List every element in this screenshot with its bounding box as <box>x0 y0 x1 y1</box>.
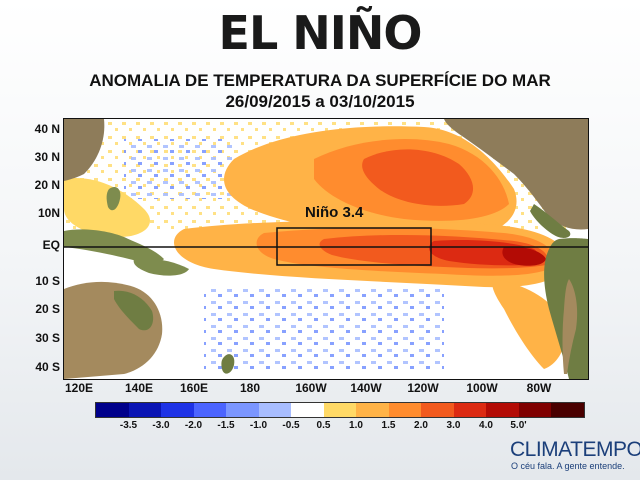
scale-swatch <box>258 403 291 417</box>
land-indonesia <box>64 229 164 263</box>
lat-label: 40 S <box>35 360 60 374</box>
lon-label: 140E <box>124 381 154 395</box>
scale-label: 5.0' <box>510 420 527 431</box>
scale-label: -2.0 <box>184 420 203 431</box>
color-scale-bar <box>95 402 585 418</box>
scale-label: -1.5 <box>217 420 235 431</box>
lat-label: 10N <box>37 206 60 220</box>
map-subtitle: ANOMALIA DE TEMPERATURA DA SUPERFÍCIE DO… <box>89 71 551 90</box>
land-philippines <box>106 187 121 211</box>
lon-label: 140W <box>350 381 382 395</box>
brand-slogan: O céu fala. A gente entende. <box>511 461 625 471</box>
lat-label: 20 S <box>35 302 60 316</box>
scale-swatch <box>128 403 161 417</box>
scale-swatch <box>421 403 454 417</box>
scale-swatch <box>291 403 324 417</box>
land-australia <box>64 281 163 379</box>
land-andes <box>562 279 578 374</box>
scale-swatch <box>356 403 389 417</box>
scale-label: -3.5 <box>119 420 138 431</box>
scale-label: -0.5 <box>282 420 300 431</box>
scale-swatch <box>161 403 194 417</box>
sst-anomaly-map <box>63 118 589 380</box>
scale-swatch <box>453 403 486 417</box>
scale-swatch <box>193 403 226 417</box>
page-title: EL NIÑO <box>218 6 423 60</box>
scale-label: 3.0 <box>446 420 461 431</box>
scale-swatch <box>518 403 551 417</box>
nino-3-4-label: Niño 3.4 <box>305 204 364 221</box>
warm-anomaly-northeast-core <box>362 149 474 206</box>
lon-label: 80W <box>526 381 552 395</box>
lat-label: 30 S <box>35 331 60 345</box>
warm-anomaly-southeast <box>492 279 566 369</box>
scale-swatch <box>486 403 519 417</box>
warm-anomaly-coastal-peak <box>502 246 546 266</box>
speckle-cool-south <box>204 289 444 369</box>
date-range: 26/09/2015 a 03/10/2015 <box>225 92 415 111</box>
speckle-cool-west <box>124 139 234 199</box>
lat-label: EQ <box>42 238 60 252</box>
scale-swatch <box>226 403 259 417</box>
scale-label: 2.0 <box>414 420 428 431</box>
brand-logo: CLIMATEMPO <box>510 438 640 461</box>
lon-label: 160E <box>179 381 209 395</box>
scale-label: 1.5 <box>381 420 396 431</box>
land-new-zealand <box>221 354 235 374</box>
land-north-america <box>444 119 588 230</box>
scale-swatch <box>551 403 584 417</box>
land-central-america <box>530 204 571 238</box>
lat-label: 20 N <box>34 178 60 192</box>
map-canvas <box>64 119 588 379</box>
lon-label: 180 <box>239 381 261 395</box>
scale-label: 0.5 <box>316 420 331 431</box>
scale-label: 4.0 <box>479 420 493 431</box>
nino-3-4-box <box>276 227 432 266</box>
scale-swatch <box>323 403 356 417</box>
lon-label: 120W <box>407 381 439 395</box>
scale-label: -1.0 <box>249 420 268 431</box>
scale-swatch <box>96 403 129 417</box>
land-new-guinea <box>133 258 189 276</box>
land-asia <box>64 119 105 181</box>
scale-label: 1.0 <box>349 420 363 431</box>
scale-label: -3.0 <box>152 420 170 431</box>
warm-anomaly-west-pacific <box>64 178 150 237</box>
lat-label: 40 N <box>34 122 60 136</box>
scale-swatch <box>388 403 421 417</box>
land-australia-green <box>114 290 154 331</box>
lon-label: 100W <box>466 381 498 395</box>
lat-label: 30 N <box>34 150 60 164</box>
lat-label: 10 S <box>35 274 60 288</box>
lon-label: 160W <box>295 381 327 395</box>
lon-label: 120E <box>64 381 94 395</box>
